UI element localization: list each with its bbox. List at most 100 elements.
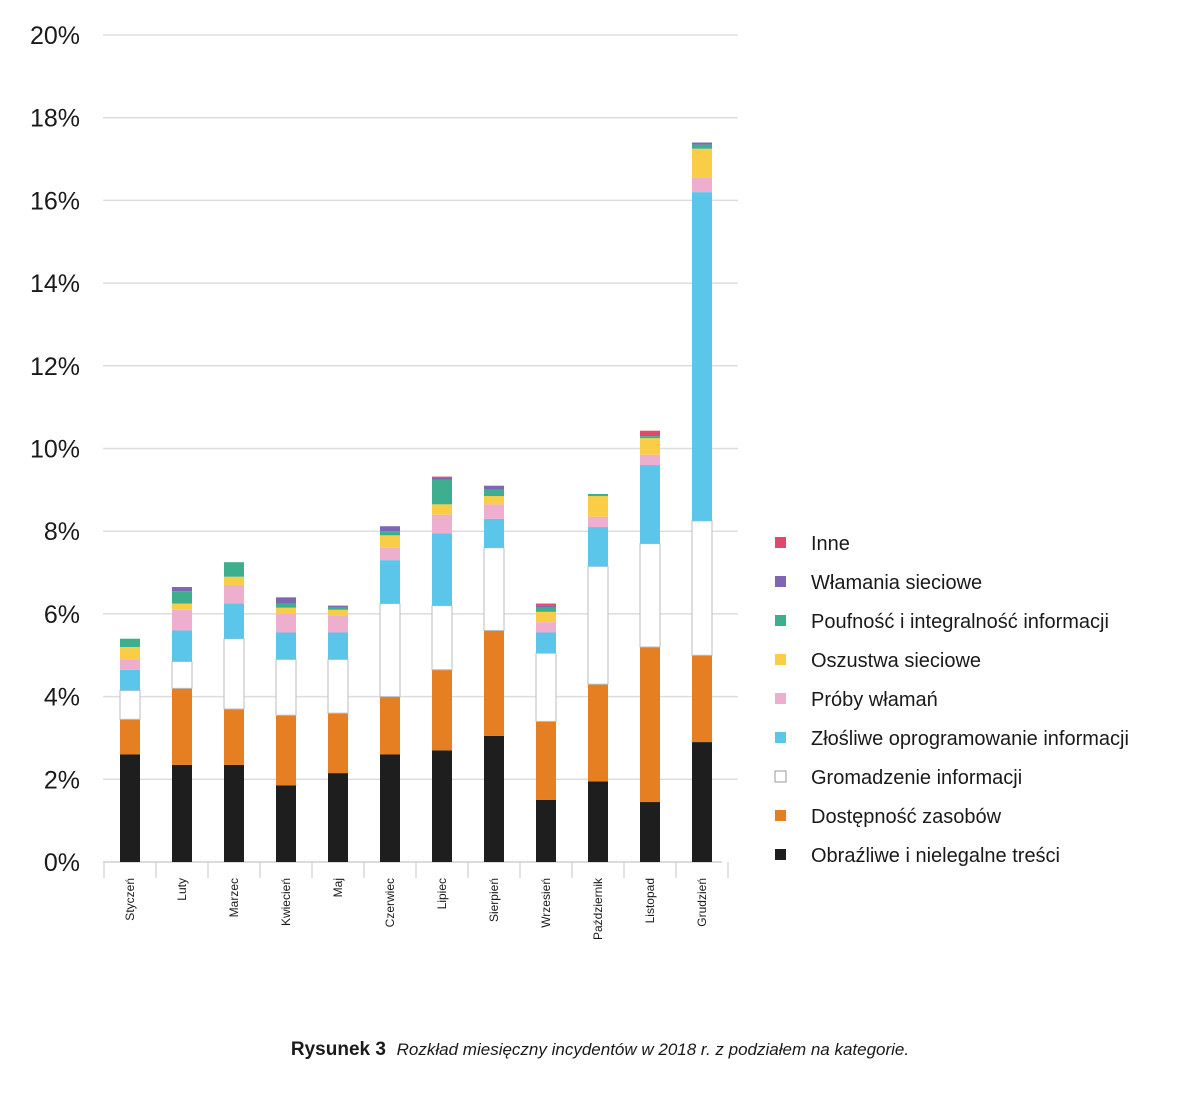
bar-segment <box>328 773 348 862</box>
bar-segment <box>328 632 348 660</box>
legend-swatch <box>775 654 786 665</box>
bar-segment <box>536 721 556 800</box>
y-axis-ticks: 0% 2% 4% 6% 8% 10% 12% 14% 16% 18% 20% <box>30 22 80 877</box>
legend-label: Próby włamań <box>811 689 938 711</box>
bar-segment <box>588 516 608 528</box>
legend-swatch <box>775 576 786 587</box>
y-tick-label: 4% <box>44 684 80 712</box>
bar-segment <box>588 684 608 782</box>
caption-label: Rysunek 3 <box>290 1039 386 1060</box>
bar-segment <box>535 652 557 722</box>
bar-segment <box>692 742 712 862</box>
bar-segment <box>432 479 452 505</box>
x-tick-label: Sierpień <box>487 878 501 922</box>
x-tick-label: Maj <box>331 878 345 897</box>
bar-segment <box>587 565 609 685</box>
bar-segment <box>276 603 296 608</box>
legend-swatch <box>775 849 786 860</box>
x-tick-label: Kwiecień <box>279 878 293 926</box>
legend: Inne Włamania sieciowe Poufność i integral… <box>774 533 1129 867</box>
bar-segment <box>224 576 244 585</box>
bar-segment <box>120 669 140 691</box>
x-tick-label: Lipiec <box>435 878 449 909</box>
bar-segment <box>692 148 712 178</box>
bar-segment <box>692 144 712 149</box>
y-tick-label: 12% <box>30 353 80 381</box>
bar-segment <box>171 660 193 689</box>
bar-segment <box>484 518 504 548</box>
bar-segment <box>276 632 296 660</box>
bar-segment <box>432 477 452 480</box>
legend-label: Poufność i integralność informacji <box>811 611 1109 633</box>
bar-segment <box>276 597 296 604</box>
bar-segment <box>640 436 660 439</box>
bar-segment <box>276 715 296 786</box>
bar-segment <box>432 533 452 606</box>
legend-swatch <box>774 770 787 783</box>
legend-label: Obraźliwe i nielegalne treści <box>811 845 1060 867</box>
bars <box>119 142 713 862</box>
bar-segment <box>431 605 453 671</box>
legend-label: Oszustwa sieciowe <box>811 650 981 672</box>
legend-label: Dostępność zasobów <box>811 806 1002 828</box>
bar-segment <box>639 543 661 648</box>
y-tick-label: 2% <box>44 766 80 794</box>
bar-segment <box>536 611 556 623</box>
x-tick-label: Marzec <box>227 878 241 917</box>
bar-segment <box>172 688 192 765</box>
bar-segment <box>536 799 556 862</box>
bar-segment <box>432 504 452 515</box>
bar-segment <box>327 658 349 714</box>
bar-segment <box>588 527 608 567</box>
bar-segment <box>224 603 244 639</box>
bar-segment <box>328 615 348 633</box>
legend-label: Gromadzenie informacji <box>811 767 1022 789</box>
bar-segment <box>380 535 400 548</box>
bar-segment <box>328 713 348 774</box>
bar-segment <box>172 587 192 592</box>
legend-label: Złośliwe oprogramowanie informacji <box>811 728 1129 750</box>
legend-swatch <box>775 810 786 821</box>
bar-segment <box>172 591 192 604</box>
bar-segment <box>380 531 400 536</box>
bar-segment <box>380 526 400 532</box>
bar-segment <box>484 735 504 862</box>
bar-segment <box>484 504 504 519</box>
bar-segment <box>588 493 608 497</box>
bar-segment <box>119 689 141 720</box>
bar-segment <box>172 603 192 610</box>
bar-segment <box>380 754 400 862</box>
bar-segment <box>432 669 452 751</box>
bar-segment <box>380 547 400 561</box>
bar-segment <box>120 754 140 862</box>
y-tick-label: 0% <box>44 849 80 877</box>
bar-segment <box>276 613 296 633</box>
x-tick-label: Wrzesień <box>539 878 553 928</box>
bar-segment <box>224 764 244 862</box>
y-tick-label: 20% <box>30 22 80 50</box>
legend-swatch <box>775 693 786 704</box>
y-tick-label: 10% <box>30 436 80 464</box>
y-tick-label: 14% <box>30 270 80 298</box>
bar-segment <box>640 438 660 455</box>
bar-segment <box>640 454 660 466</box>
figure-caption: Rysunek 3 Rozkład miesięczny incydentów … <box>0 1039 1200 1061</box>
grid-lines <box>103 34 738 781</box>
bar-segment <box>483 547 505 631</box>
legend-label: Włamania sieciowe <box>811 572 982 594</box>
bar-segment <box>328 605 348 608</box>
x-axis <box>103 861 729 878</box>
bar-segment <box>276 607 296 614</box>
bar-segment <box>276 785 296 862</box>
bar-segment <box>432 514 452 534</box>
bar-segment <box>692 655 712 743</box>
bar-segment <box>432 750 452 862</box>
bar-segment <box>691 520 713 656</box>
bar-segment <box>120 719 140 755</box>
bar-segment <box>640 646 660 803</box>
bar-segment <box>172 764 192 862</box>
bar-segment <box>172 630 192 662</box>
bar-segment <box>484 630 504 736</box>
bar-segment <box>120 646 140 660</box>
bar-segment <box>224 584 244 604</box>
